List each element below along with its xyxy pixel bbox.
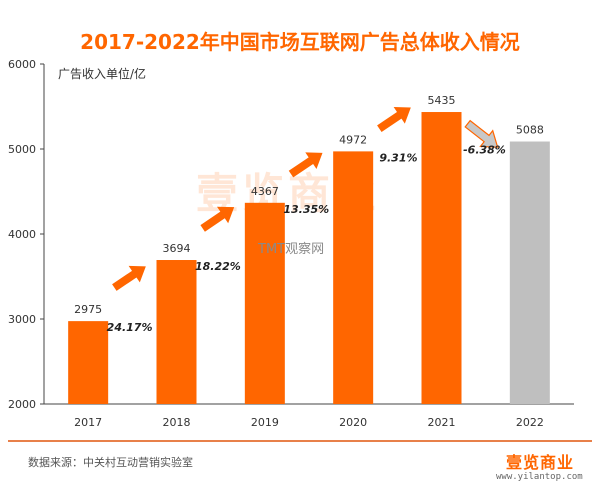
x-axis: 2017 2018 2019 2020 2021 2022	[44, 403, 574, 429]
y-tick-label: 4000	[8, 228, 36, 241]
source-label: 数据来源：中关村互动营销实验室	[28, 456, 193, 469]
footer-divider	[8, 440, 592, 442]
bar-value-label: 3694	[163, 242, 191, 255]
growth-arrow	[377, 106, 411, 133]
chart: 2000 3000 4000 5000 6000 2017 2018 2019 2020 202…	[8, 58, 574, 429]
x-tick-label: 2017	[74, 416, 102, 429]
bar-value-label: 5435	[428, 94, 456, 107]
x-tick-label: 2021	[428, 416, 456, 429]
x-tick-label: 2019	[251, 416, 279, 429]
bar	[156, 260, 197, 404]
y-tick-label: 6000	[8, 58, 36, 71]
bar-value-label: 4972	[339, 133, 367, 146]
growth-arrows: 24.17% 18.22% 13.35% 9.31% -6.38%	[107, 106, 506, 334]
social-watermark: TMT观察网	[258, 242, 325, 257]
growth-arrow	[288, 152, 323, 178]
growth-rate-label: 24.17%	[107, 321, 153, 334]
growth-rate-label: 18.22%	[195, 260, 241, 273]
bar-series	[68, 112, 550, 405]
bar	[244, 202, 285, 404]
brand-logo: 壹览商业	[506, 453, 575, 472]
x-tick-label: 2020	[339, 416, 367, 429]
bar-value-label: 4367	[251, 185, 279, 198]
y-axis: 2000 3000 4000 5000 6000	[8, 58, 45, 411]
growth-rate-label: 9.31%	[379, 151, 417, 164]
value-labels: 2975 3694 4367 4972 5435 5088	[74, 94, 544, 316]
bar	[421, 112, 462, 405]
growth-arrow	[200, 206, 235, 232]
x-tick-label: 2018	[163, 416, 191, 429]
growth-arrow	[464, 119, 499, 148]
y-tick-label: 3000	[8, 313, 36, 326]
x-tick-label: 2022	[516, 416, 544, 429]
bar	[68, 321, 109, 404]
growth-rate-label: 13.35%	[283, 203, 329, 216]
bar-value-label: 5088	[516, 124, 544, 137]
page-title: 2017-2022年中国市场互联网广告总体收入情况	[80, 30, 520, 54]
brand-url: www.yilantop.com	[496, 472, 583, 482]
growth-arrow	[112, 265, 146, 291]
bar	[333, 151, 374, 404]
bar-value-label: 2975	[74, 303, 102, 316]
growth-rate-label: -6.38%	[463, 144, 506, 157]
y-tick-label: 2000	[8, 398, 36, 411]
y-tick-label: 5000	[8, 143, 36, 156]
y-axis-title: 广告收入单位/亿	[58, 66, 146, 81]
bar	[509, 141, 550, 404]
